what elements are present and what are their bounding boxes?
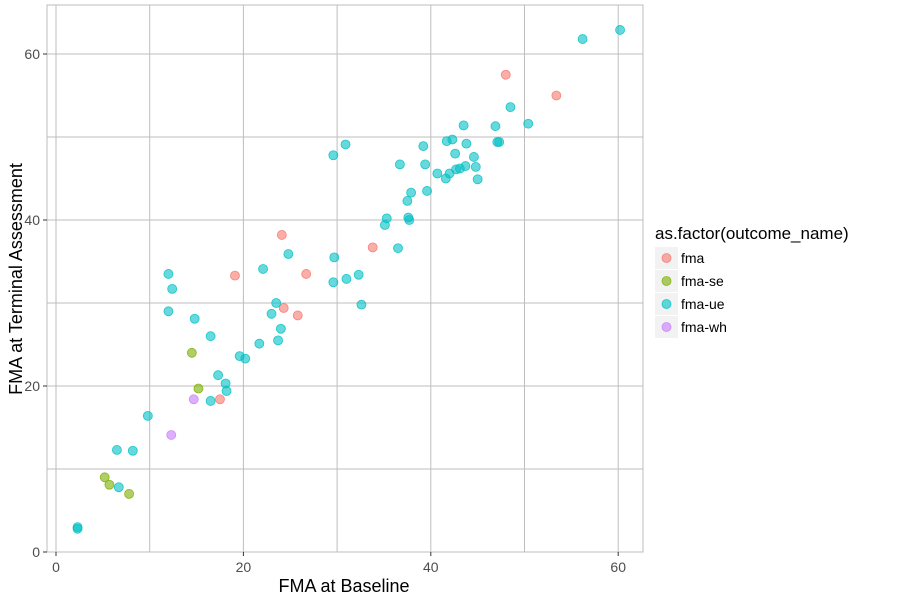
legend-marker-fma-wh bbox=[661, 322, 672, 332]
y-tick-label: 40 bbox=[24, 212, 40, 228]
data-point-fma-ue bbox=[72, 522, 83, 532]
data-point-fma-ue bbox=[418, 141, 429, 152]
data-point-fma-ue bbox=[266, 308, 277, 319]
data-point-fma bbox=[276, 230, 287, 240]
data-point-fma-ue bbox=[461, 138, 472, 149]
data-point-fma-ue bbox=[381, 213, 392, 224]
x-tick-label: 60 bbox=[610, 559, 626, 575]
data-point-fma-ue bbox=[404, 215, 415, 225]
axes: 0 20 40 60 0 20 40 60 bbox=[24, 46, 626, 575]
data-point-fma-ue bbox=[112, 445, 122, 455]
data-point-fma-ue bbox=[432, 168, 443, 179]
legend-marker-fma-se bbox=[661, 276, 672, 286]
y-tick-label: 0 bbox=[32, 544, 40, 560]
plot-grid bbox=[47, 5, 643, 553]
data-point-fma-ue bbox=[458, 120, 469, 131]
data-point-fma-ue bbox=[450, 148, 461, 159]
data-point-fma-ue bbox=[460, 161, 471, 171]
data-point-fma-ue bbox=[221, 386, 232, 396]
data-point-fma-ue bbox=[167, 283, 178, 294]
data-point-fma-se bbox=[104, 479, 115, 490]
y-tick-label: 20 bbox=[24, 378, 40, 394]
data-point-fma-se bbox=[124, 488, 134, 499]
x-tick-label: 40 bbox=[423, 559, 439, 575]
data-point-fma-ue bbox=[240, 353, 251, 364]
data-point-fma-ue bbox=[205, 396, 216, 406]
data-point-fma-se bbox=[99, 472, 110, 483]
data-point-fma bbox=[292, 310, 303, 321]
data-point-fma-ue bbox=[127, 445, 138, 456]
data-point-fma-ue bbox=[402, 196, 413, 206]
data-point-fma bbox=[230, 270, 240, 281]
data-point-fma-ue bbox=[340, 139, 351, 150]
x-axis-title: FMA at Baseline bbox=[278, 576, 409, 596]
data-point-fma-ue bbox=[422, 186, 432, 196]
data-point-fma-ue bbox=[113, 482, 124, 493]
y-axis-title: FMA at Terminal Assessment bbox=[6, 163, 26, 395]
data-point-fma-ue bbox=[469, 152, 479, 162]
data-point-fma-ue bbox=[406, 187, 417, 198]
data-point-fma-ue bbox=[353, 269, 364, 280]
data-point-fma-ue bbox=[577, 34, 588, 44]
data-point-fma-ue bbox=[205, 331, 216, 342]
data-point-fma-ue bbox=[523, 118, 534, 129]
data-point-fma-ue bbox=[328, 277, 339, 288]
data-point-fma-ue bbox=[163, 269, 174, 279]
legend-label-fma-wh: fma-wh bbox=[681, 319, 727, 335]
data-point-fma-ue bbox=[271, 298, 282, 308]
data-point-fma-ue bbox=[393, 243, 403, 254]
legend-label-fma-ue: fma-ue bbox=[681, 296, 725, 312]
legend-marker-fma-ue bbox=[661, 299, 672, 309]
data-point-fma-se bbox=[186, 347, 197, 358]
data-point-fma-ue bbox=[329, 252, 340, 263]
data-point-fma-ue bbox=[615, 25, 625, 35]
data-point-fma-ue bbox=[341, 274, 352, 284]
legend-title: as.factor(outcome_name) bbox=[655, 224, 849, 243]
data-point-fma-se bbox=[193, 383, 204, 394]
data-point-fma-ue bbox=[447, 134, 458, 145]
x-tick-label: 0 bbox=[52, 559, 60, 575]
x-tick-label: 20 bbox=[236, 559, 252, 575]
data-point-fma-wh bbox=[188, 394, 199, 405]
data-point-fma-ue bbox=[283, 249, 294, 259]
data-point-fma bbox=[278, 303, 289, 313]
plot-panel-border bbox=[46, 4, 644, 553]
data-point-fma-ue bbox=[394, 159, 405, 170]
data-point-fma-ue bbox=[213, 370, 224, 381]
legend-label-fma-se: fma-se bbox=[681, 273, 724, 289]
legend: as.factor(outcome_name) fmafma-sefma-uef… bbox=[655, 224, 849, 338]
data-point-fma-ue bbox=[328, 150, 339, 161]
data-point-fma-ue bbox=[142, 410, 153, 421]
data-point-fma-ue bbox=[472, 174, 483, 185]
data-point-fma-ue bbox=[273, 335, 283, 346]
data-point-fma-ue bbox=[494, 137, 505, 147]
data-point-fma-ue bbox=[254, 338, 265, 349]
legend-label-fma: fma bbox=[681, 250, 705, 266]
data-point-fma bbox=[301, 269, 312, 279]
legend-items: fma fma-se fma-ue fma-wh bbox=[655, 247, 727, 338]
y-tick-label: 60 bbox=[24, 46, 40, 62]
data-point-fma bbox=[215, 394, 225, 405]
data-point-fma bbox=[500, 69, 511, 80]
data-point-fma-ue bbox=[258, 264, 268, 274]
data-point-fma-ue bbox=[505, 102, 516, 113]
data-point-fma-ue bbox=[163, 306, 174, 317]
data-point-fma-ue bbox=[275, 323, 286, 334]
legend-marker-fma bbox=[661, 253, 672, 263]
data-point-fma-ue bbox=[490, 121, 501, 132]
data-point-fma-ue bbox=[189, 313, 200, 324]
data-point-fma-wh bbox=[166, 430, 177, 440]
data-point-fma-ue bbox=[356, 299, 367, 310]
data-point-fma-ue bbox=[470, 161, 481, 172]
data-points bbox=[72, 25, 625, 534]
data-point-fma bbox=[367, 242, 378, 253]
data-point-fma-ue bbox=[420, 159, 431, 170]
data-point-fma bbox=[551, 90, 562, 101]
